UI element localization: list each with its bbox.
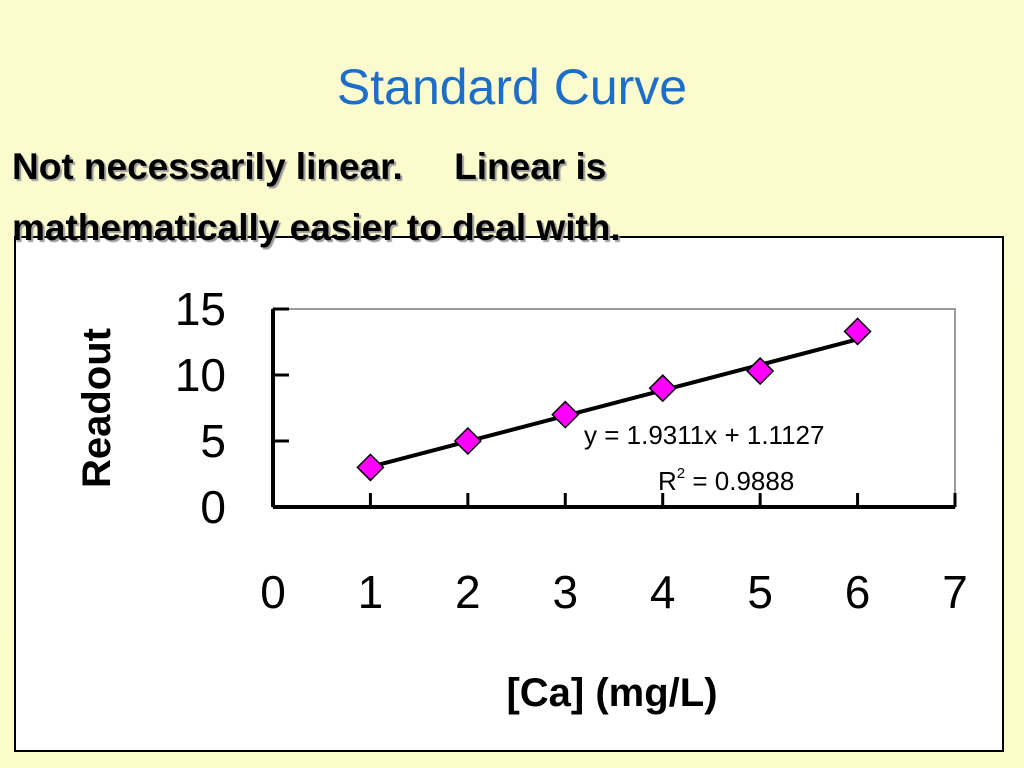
x-tick-label: 1 — [358, 566, 384, 618]
x-axis-label: [Ca] (mg/L) — [506, 671, 717, 715]
data-point — [453, 426, 482, 456]
r-squared-value: = 0.9888 — [685, 466, 794, 496]
x-tick-label: 5 — [747, 566, 773, 618]
x-tick-label: 2 — [455, 566, 481, 618]
trendline — [369, 337, 859, 469]
y-axis-label: Readout — [75, 328, 119, 488]
y-tick-label: 0 — [200, 481, 226, 533]
tick-labels: 0 1 2 3 4 5 6 7 0 5 10 15 — [175, 283, 968, 618]
x-tick-label: 4 — [650, 566, 676, 618]
y-tick-label: 10 — [175, 349, 226, 401]
y-tick-label: 5 — [200, 415, 226, 467]
subtitle-line-1: Not necessarily linear. Linear is — [12, 146, 607, 187]
chart-frame — [14, 236, 1004, 752]
data-point — [648, 374, 677, 403]
axes — [271, 307, 957, 509]
subtitle-line-2: mathematically easier to deal with. — [12, 207, 621, 248]
data-points — [356, 317, 872, 482]
data-point — [551, 400, 580, 429]
x-tick-label: 6 — [845, 566, 871, 618]
r-squared-label: R2 = 0.9888 — [658, 465, 794, 496]
trendline-equation: y = 1.9311x + 1.1127 — [584, 420, 824, 450]
data-point — [356, 453, 385, 482]
data-point — [746, 356, 775, 386]
x-tick-label: 7 — [942, 566, 968, 618]
r-squared-superscript: 2 — [677, 465, 685, 482]
r-squared-prefix: R — [658, 466, 677, 496]
data-point — [843, 317, 872, 346]
y-tick-label: 15 — [175, 283, 226, 335]
trendline-group — [369, 337, 859, 469]
slide-subtitle: Not necessarily linear. Linear is mathem… — [12, 136, 1012, 258]
x-tick-label: 3 — [552, 566, 578, 618]
x-tick-label: 0 — [260, 566, 286, 618]
slide-title: Standard Curve — [336, 59, 688, 115]
